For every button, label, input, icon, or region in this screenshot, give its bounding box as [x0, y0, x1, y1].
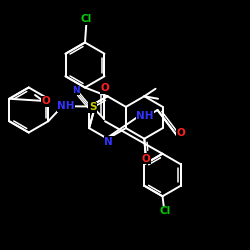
- Text: O: O: [176, 128, 185, 138]
- Text: Cl: Cl: [80, 14, 92, 24]
- Text: N: N: [72, 86, 80, 95]
- Text: S: S: [89, 102, 96, 113]
- Text: O: O: [42, 96, 50, 106]
- Text: Cl: Cl: [160, 206, 170, 216]
- Text: O: O: [100, 83, 110, 93]
- Text: NH: NH: [58, 101, 75, 111]
- Text: O: O: [142, 154, 150, 164]
- Text: N: N: [104, 137, 113, 147]
- Text: NH: NH: [136, 111, 154, 121]
